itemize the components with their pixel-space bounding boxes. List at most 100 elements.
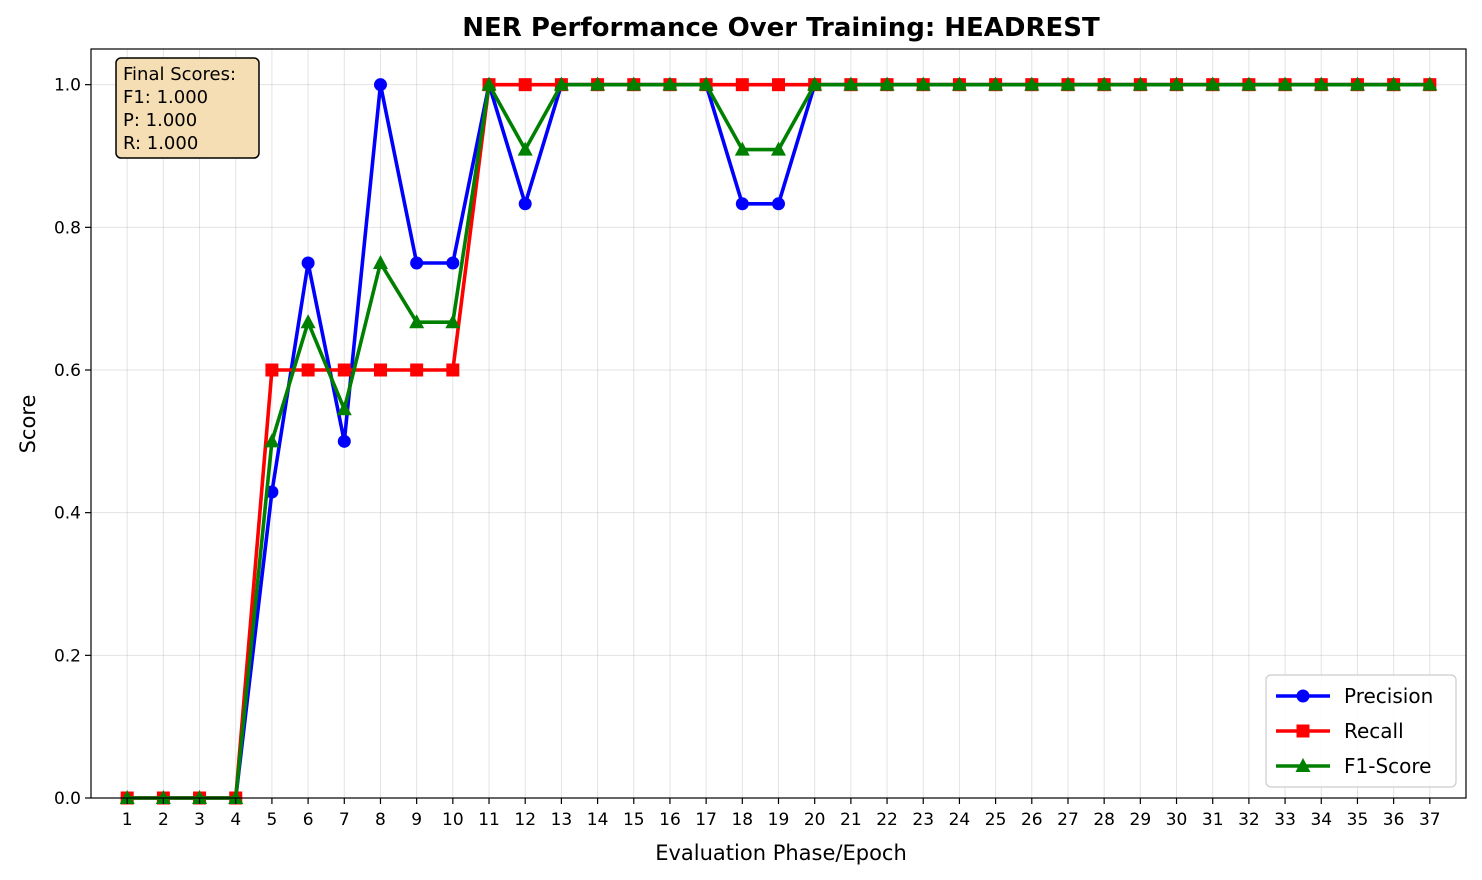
data-point xyxy=(228,790,244,804)
legend-swatch-marker xyxy=(1296,724,1310,738)
data-point xyxy=(735,78,749,92)
x-tick-label: 24 xyxy=(949,810,971,830)
data-point xyxy=(336,401,352,416)
series-layer xyxy=(119,76,1438,805)
data-point xyxy=(337,434,351,448)
x-tick-label: 2 xyxy=(158,810,169,830)
data-point xyxy=(772,78,785,92)
x-tick-label: 12 xyxy=(514,810,536,830)
data-point xyxy=(373,363,387,377)
data-point xyxy=(372,255,388,269)
data-point xyxy=(662,76,678,91)
annotation-background xyxy=(115,57,260,159)
x-tick-label: 6 xyxy=(303,810,314,830)
x-axis-label: Evaluation Phase/Epoch xyxy=(655,841,907,865)
data-point xyxy=(301,363,315,377)
x-tick-label: 33 xyxy=(1274,810,1296,830)
data-point xyxy=(373,78,387,92)
data-point xyxy=(119,790,135,804)
x-tick-label: 31 xyxy=(1202,810,1224,830)
x-tick-label: 8 xyxy=(375,810,386,830)
legend-item: Recall xyxy=(1276,719,1404,743)
legend-items: Precision Recall F1-Score xyxy=(1276,684,1433,778)
data-point xyxy=(300,314,316,329)
data-point xyxy=(771,141,786,156)
chart-legend: Precision Recall F1-Score xyxy=(1265,674,1457,788)
data-point xyxy=(446,363,460,377)
data-point xyxy=(698,76,714,91)
x-tick-label: 4 xyxy=(230,810,241,830)
x-tick-label: 37 xyxy=(1419,810,1441,830)
legend-item: Precision xyxy=(1276,684,1433,708)
y-tick-label: 1.0 xyxy=(54,76,81,96)
data-point xyxy=(1169,76,1185,91)
annotation-line-f1: F1: 1.000 xyxy=(123,87,208,108)
x-tick-label: 23 xyxy=(912,810,934,830)
legend-label: F1-Score xyxy=(1344,754,1431,778)
y-tick-label: 0.6 xyxy=(54,361,81,381)
legend-swatch-marker xyxy=(1296,689,1310,703)
x-tick-label: 27 xyxy=(1057,810,1079,830)
data-point xyxy=(1422,76,1438,91)
x-tick-label: 14 xyxy=(587,810,609,830)
data-point xyxy=(626,76,642,91)
chart-title: NER Performance Over Training: HEADREST xyxy=(462,13,1100,43)
x-tick-label: 9 xyxy=(411,810,422,830)
x-tick-label: 3 xyxy=(194,810,205,830)
data-point xyxy=(915,76,931,91)
y-tick-label: 0.8 xyxy=(54,218,81,238)
x-tick-label: 16 xyxy=(659,810,681,830)
x-tick-label: 17 xyxy=(695,810,717,830)
x-tick-label: 5 xyxy=(267,810,278,830)
data-point xyxy=(1060,76,1076,91)
x-tick-label: 21 xyxy=(840,810,862,830)
data-point xyxy=(264,433,280,448)
y-tick-label: 0.2 xyxy=(54,646,81,666)
y-tick-label: 0.4 xyxy=(54,504,81,524)
data-point xyxy=(553,76,569,91)
data-point xyxy=(735,197,749,211)
data-point xyxy=(517,141,533,156)
y-tick-label: 0.0 xyxy=(54,789,81,809)
x-tick-label: 18 xyxy=(731,810,753,830)
x-tick-label: 19 xyxy=(768,810,790,830)
x-tick-label: 28 xyxy=(1093,810,1115,830)
annotation-line-title: Final Scores: xyxy=(123,64,236,85)
data-point xyxy=(843,76,859,91)
data-point xyxy=(265,363,279,377)
y-axis-label: Score xyxy=(16,395,40,454)
x-tick-label: 29 xyxy=(1130,810,1152,830)
data-point xyxy=(772,197,785,211)
annotation-line-precision: P: 1.000 xyxy=(123,110,197,131)
x-tick-label: 25 xyxy=(985,810,1007,830)
data-point xyxy=(1205,76,1221,91)
data-point xyxy=(1386,76,1402,91)
x-tick-label: 22 xyxy=(876,810,898,830)
final-scores-annotation: Final Scores: F1: 1.000 P: 1.000 R: 1.00… xyxy=(115,57,260,159)
legend-swatch-marker xyxy=(1295,758,1311,772)
data-point xyxy=(1132,76,1148,91)
x-tick-label: 11 xyxy=(478,810,500,830)
data-point xyxy=(1313,76,1329,91)
data-point xyxy=(1277,76,1293,91)
data-point xyxy=(445,314,461,329)
data-point xyxy=(481,76,497,91)
data-point xyxy=(1241,76,1257,91)
legend-label: Recall xyxy=(1344,719,1404,743)
x-tick-label: 20 xyxy=(804,810,826,830)
data-point xyxy=(879,76,895,91)
data-point xyxy=(590,76,606,91)
x-tick-label: 34 xyxy=(1310,810,1332,830)
x-tick-label: 36 xyxy=(1383,810,1405,830)
x-tick-label: 26 xyxy=(1021,810,1043,830)
data-point xyxy=(1349,76,1365,91)
data-point xyxy=(446,256,460,270)
data-point xyxy=(1096,76,1112,91)
series-f1-score xyxy=(119,76,1438,804)
x-tick-label: 35 xyxy=(1347,810,1369,830)
x-tick-label: 15 xyxy=(623,810,645,830)
x-tick-label: 13 xyxy=(551,810,573,830)
data-point xyxy=(988,76,1004,91)
grid-layer xyxy=(91,49,1466,799)
